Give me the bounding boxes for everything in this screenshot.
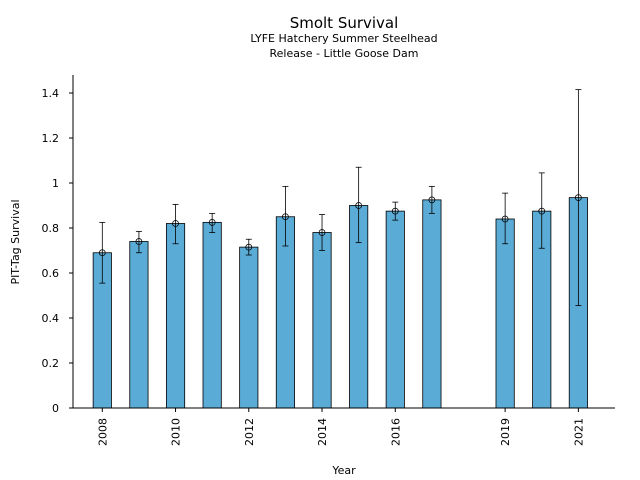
error-bar-2012 bbox=[245, 238, 253, 256]
chart-subtitle-line-2: Release - Little Goose Dam bbox=[270, 47, 419, 60]
point-marker-2013 bbox=[282, 213, 289, 221]
error-bar-2009 bbox=[135, 230, 143, 254]
point-marker-2009 bbox=[135, 238, 143, 245]
point-marker-2015 bbox=[355, 202, 363, 209]
y-tick-label: 0.8 bbox=[42, 222, 60, 235]
point-marker-2014 bbox=[318, 229, 326, 236]
error-bar-2011 bbox=[208, 212, 216, 233]
x-tick-label: 2021 bbox=[572, 418, 585, 446]
error-bars-group bbox=[98, 89, 582, 307]
error-bar-2021 bbox=[574, 89, 582, 307]
point-marker-2020 bbox=[538, 207, 546, 215]
bars-group bbox=[92, 197, 588, 409]
error-bar-2015 bbox=[355, 166, 363, 244]
error-bar-2008 bbox=[98, 221, 106, 284]
x-axis-label: Year bbox=[331, 464, 356, 477]
bar-2019 bbox=[495, 218, 515, 409]
bar-2014 bbox=[312, 232, 332, 409]
point-marker-2008 bbox=[98, 249, 106, 257]
bar-2009 bbox=[129, 241, 149, 409]
y-tick-label: 0.6 bbox=[42, 267, 60, 280]
bar-2017 bbox=[422, 199, 442, 409]
point-marker-2017 bbox=[428, 196, 436, 204]
x-tick-label: 2019 bbox=[499, 418, 512, 446]
point-marker-2019 bbox=[501, 215, 509, 223]
error-bar-2017 bbox=[428, 185, 436, 214]
y-tick-label: 0.4 bbox=[42, 312, 60, 325]
x-tick-label: 2014 bbox=[316, 418, 329, 446]
bar-2016 bbox=[385, 210, 405, 409]
point-marker-2011 bbox=[208, 218, 216, 226]
y-tick-label: 0 bbox=[52, 402, 59, 415]
error-bar-2010 bbox=[172, 203, 179, 245]
point-marker-2021 bbox=[574, 194, 582, 202]
chart-subtitle-line-1: LYFE Hatchery Summer Steelhead bbox=[250, 32, 437, 45]
error-bar-2019 bbox=[501, 192, 509, 245]
bar-2011 bbox=[202, 221, 222, 409]
x-tick-label: 2016 bbox=[389, 418, 402, 446]
error-bar-2013 bbox=[282, 185, 289, 247]
error-bar-2020 bbox=[538, 172, 546, 249]
y-tick-label: 1.2 bbox=[42, 132, 60, 145]
bar-2012 bbox=[239, 246, 259, 409]
x-tick-label: 2010 bbox=[170, 418, 183, 446]
x-tick-label: 2008 bbox=[96, 418, 109, 446]
y-axis-label: PIT-Tag Survival bbox=[9, 199, 22, 284]
error-bar-2016 bbox=[391, 201, 399, 221]
point-marker-2010 bbox=[172, 220, 179, 227]
x-tick-label: 2012 bbox=[243, 418, 256, 446]
point-marker-2016 bbox=[391, 207, 399, 215]
chart-title: Smolt Survival bbox=[290, 14, 399, 32]
bar-2010 bbox=[165, 223, 186, 409]
error-bar-2014 bbox=[318, 214, 326, 251]
y-tick-label: 1.4 bbox=[42, 87, 60, 100]
x-ticks-group: 2008 2010 2012 2014 2016 2019 2021 bbox=[96, 408, 585, 446]
point-marker-2012 bbox=[245, 243, 253, 251]
y-tick-label: 0.2 bbox=[42, 357, 60, 370]
y-tick-label: 1 bbox=[52, 177, 59, 190]
y-ticks-group: 0 0.2 0.4 0.6 0.8 1 1.2 1.4 bbox=[42, 87, 73, 415]
